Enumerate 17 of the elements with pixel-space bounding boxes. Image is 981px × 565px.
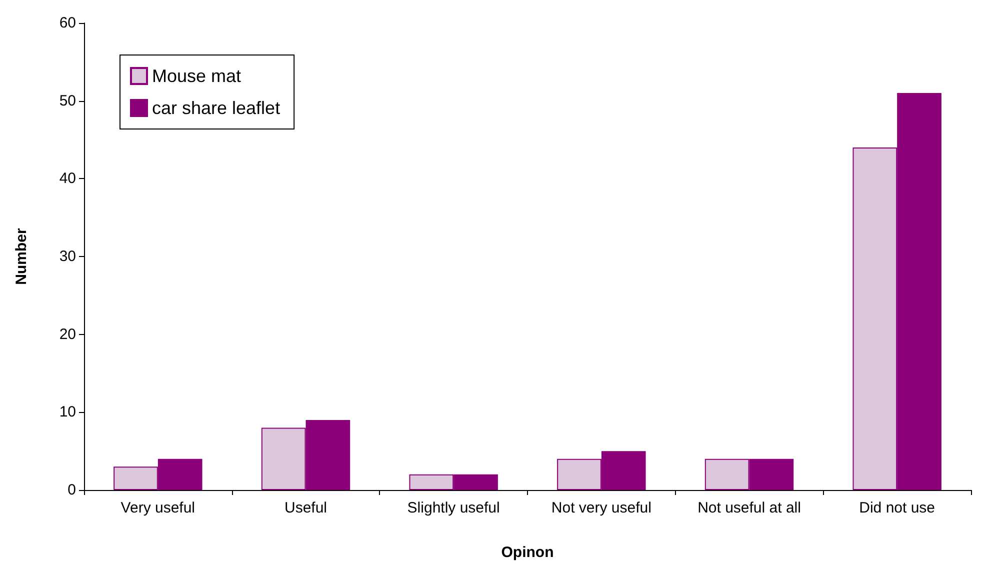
x-tick-label: Slightly useful	[407, 500, 500, 516]
x-tick-label: Not very useful	[551, 500, 652, 516]
legend-label: car share leaflet	[152, 98, 280, 118]
y-tick-label: 50	[59, 92, 76, 110]
y-tick-label: 40	[59, 170, 76, 188]
x-tick-label: Not useful at all	[698, 500, 801, 516]
y-tick-label: 60	[59, 14, 76, 32]
legend-label: Mouse mat	[152, 66, 242, 86]
y-axis-title: Number	[13, 228, 30, 285]
x-axis-title: Opinon	[501, 544, 554, 561]
y-tick-label: 30	[59, 248, 76, 265]
x-tick-label: Did not use	[859, 500, 936, 516]
y-tick-label: 10	[59, 404, 76, 421]
y-tick-label: 0	[68, 482, 76, 498]
x-tick-label: Very useful	[120, 500, 196, 516]
x-tick-label: Useful	[284, 500, 328, 516]
y-tick-label: 20	[59, 326, 76, 343]
